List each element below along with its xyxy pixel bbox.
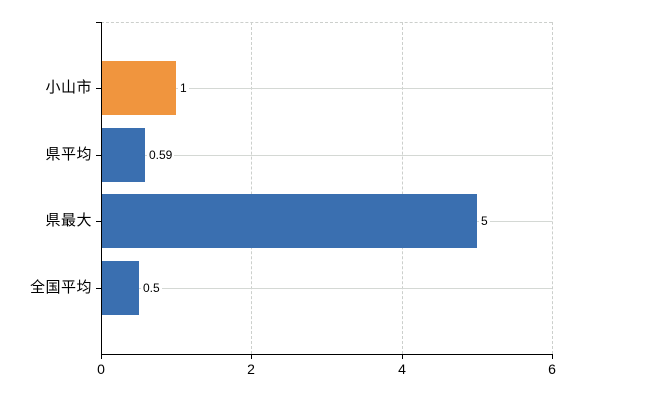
x-axis-tick-label: 4	[398, 361, 406, 377]
bar-value-label: 0.5	[141, 280, 162, 296]
y-axis-tick	[96, 22, 101, 23]
category-label: 全国平均	[29, 279, 92, 296]
x-axis-tick-label: 0	[97, 361, 105, 377]
horizontal-gridline	[102, 88, 552, 89]
bar-value-label: 1	[178, 80, 189, 96]
vertical-gridline	[402, 22, 403, 354]
y-axis-tick	[96, 221, 101, 222]
y-axis-tick	[96, 88, 101, 89]
x-axis-tick-label: 6	[548, 361, 556, 377]
x-axis-tick	[251, 355, 252, 359]
category-label: 小山市	[45, 79, 92, 96]
x-axis-tick	[552, 355, 553, 359]
vertical-gridline	[552, 22, 553, 354]
x-axis-tick-label: 2	[247, 361, 255, 377]
category-label: 県平均	[45, 146, 92, 163]
plot-top-border	[101, 22, 552, 23]
x-axis-tick	[101, 355, 102, 359]
x-axis-tick	[402, 355, 403, 359]
x-axis	[101, 354, 553, 355]
y-axis-tick	[96, 288, 101, 289]
bar-value-label: 5	[479, 213, 490, 229]
bar	[102, 261, 139, 315]
bar	[102, 61, 176, 115]
bar-value-label: 0.59	[147, 147, 175, 163]
bar	[102, 128, 145, 182]
bar	[102, 194, 477, 248]
y-axis-tick	[96, 155, 101, 156]
horizontal-gridline	[102, 155, 552, 156]
horizontal-gridline	[102, 288, 552, 289]
category-label: 県最大	[45, 212, 92, 229]
y-axis	[101, 22, 102, 355]
vertical-gridline	[251, 22, 252, 354]
